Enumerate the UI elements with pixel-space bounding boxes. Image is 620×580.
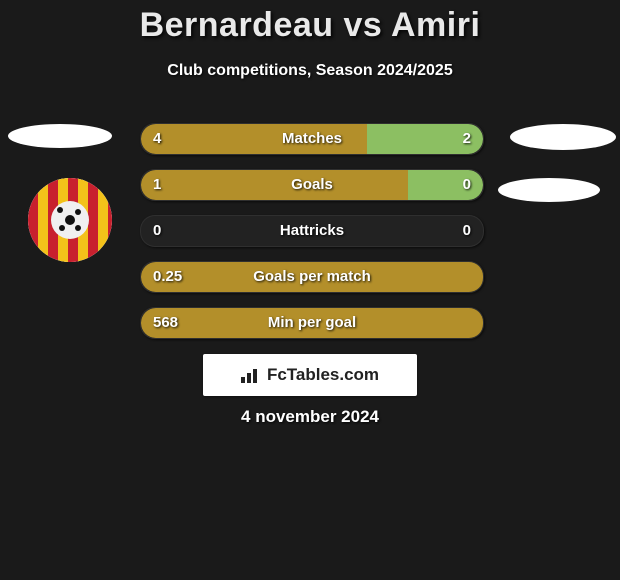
brand-text: FcTables.com xyxy=(267,365,379,385)
crest-ball-icon xyxy=(51,201,89,239)
stat-row: 568Min per goal xyxy=(140,307,484,339)
club-crest xyxy=(28,178,112,262)
brand-bars-icon xyxy=(241,367,261,383)
avatar-placeholder xyxy=(510,124,616,150)
stat-row: 0.25Goals per match xyxy=(140,261,484,293)
page-title: Bernardeau vs Amiri xyxy=(0,6,620,45)
stat-label: Goals xyxy=(141,170,483,200)
stat-value-right: 0 xyxy=(463,216,471,246)
stat-value-right: 2 xyxy=(463,124,471,154)
stat-row: 1Goals0 xyxy=(140,169,484,201)
avatar-placeholder xyxy=(498,178,600,202)
stat-row: 4Matches2 xyxy=(140,123,484,155)
avatar-placeholder xyxy=(8,124,112,148)
stat-label: Matches xyxy=(141,124,483,154)
stat-row: 0Hattricks0 xyxy=(140,215,484,247)
brand-label: FcTables.com xyxy=(241,365,379,385)
page-subtitle: Club competitions, Season 2024/2025 xyxy=(0,62,620,80)
brand-box: FcTables.com xyxy=(203,354,417,396)
stat-label: Hattricks xyxy=(141,216,483,246)
stat-label: Min per goal xyxy=(141,308,483,338)
stat-label: Goals per match xyxy=(141,262,483,292)
date-label: 4 november 2024 xyxy=(0,407,620,427)
chart-canvas: Bernardeau vs Amiri Club competitions, S… xyxy=(0,0,620,580)
stat-value-right: 0 xyxy=(463,170,471,200)
